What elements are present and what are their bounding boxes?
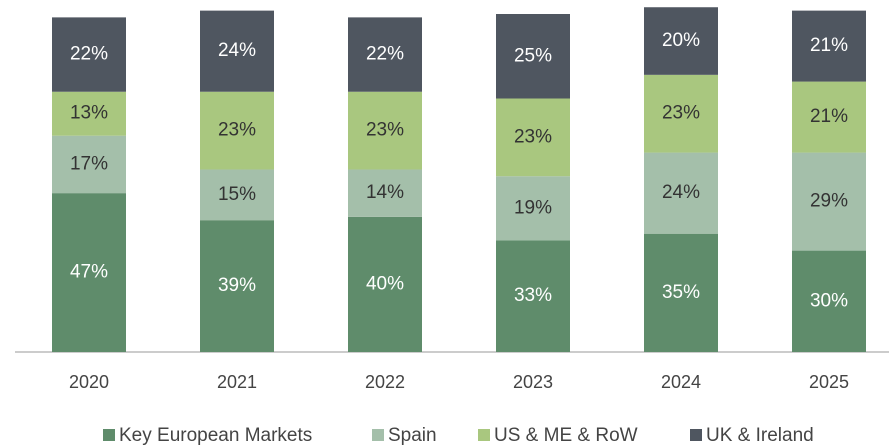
x-tick-label: 2024: [661, 372, 701, 392]
bar-segment: [52, 91, 126, 136]
legend-swatch: [478, 429, 490, 441]
bar-segment: [792, 250, 866, 352]
data-label: 20%: [662, 30, 700, 51]
bar-segment: [496, 98, 570, 177]
bar-segment: [200, 91, 274, 170]
bar-segment: [348, 169, 422, 217]
legend-label: Key European Markets: [119, 425, 312, 446]
data-label: 23%: [514, 126, 552, 147]
legend-swatch: [372, 429, 384, 441]
bar-segment: [52, 193, 126, 352]
data-label: 23%: [218, 120, 256, 141]
bar-segment: [496, 14, 570, 99]
bar-segment: [52, 135, 126, 194]
bar-segment: [644, 233, 718, 352]
legend-label: Spain: [388, 425, 437, 446]
data-label: 23%: [662, 103, 700, 124]
data-label: 35%: [662, 282, 700, 303]
bar-segment: [792, 10, 866, 82]
data-label: 19%: [514, 197, 552, 218]
bar-segment: [200, 220, 274, 352]
data-label: 22%: [366, 44, 404, 65]
bar-segment: [792, 152, 866, 251]
x-tick-label: 2025: [809, 372, 849, 392]
data-label: 40%: [366, 273, 404, 294]
data-label: 21%: [810, 106, 848, 127]
legend-swatch: [690, 429, 702, 441]
data-label: 22%: [70, 44, 108, 65]
x-tick-label: 2022: [365, 372, 405, 392]
bar-segment: [496, 176, 570, 241]
bar-segment: [644, 152, 718, 234]
data-label: 23%: [366, 120, 404, 141]
legend-label: US & ME & RoW: [494, 425, 638, 446]
data-label: 14%: [366, 182, 404, 203]
data-label: 24%: [662, 182, 700, 203]
data-label: 30%: [810, 290, 848, 311]
data-label: 39%: [218, 275, 256, 296]
bar-segment: [792, 81, 866, 153]
legend-label: UK & Ireland: [706, 425, 814, 446]
bar-segment: [644, 7, 718, 75]
bar-segment: [52, 17, 126, 92]
bar-segment: [644, 74, 718, 153]
data-label: 25%: [514, 45, 552, 66]
data-label: 15%: [218, 184, 256, 205]
x-tick-label: 2023: [513, 372, 553, 392]
bar-segment: [200, 169, 274, 221]
bar-segment: [348, 216, 422, 352]
data-label: 21%: [810, 35, 848, 56]
bar-segment: [348, 17, 422, 92]
x-tick-label: 2020: [69, 372, 109, 392]
data-label: 17%: [70, 153, 108, 174]
bar-segment: [348, 91, 422, 170]
bar-segment: [200, 10, 274, 92]
data-label: 13%: [70, 103, 108, 124]
data-label: 33%: [514, 285, 552, 306]
data-label: 24%: [218, 40, 256, 61]
legend-swatch: [103, 429, 115, 441]
data-label: 47%: [70, 262, 108, 283]
data-label: 29%: [810, 191, 848, 212]
bar-segment: [496, 240, 570, 352]
x-tick-label: 2021: [217, 372, 257, 392]
